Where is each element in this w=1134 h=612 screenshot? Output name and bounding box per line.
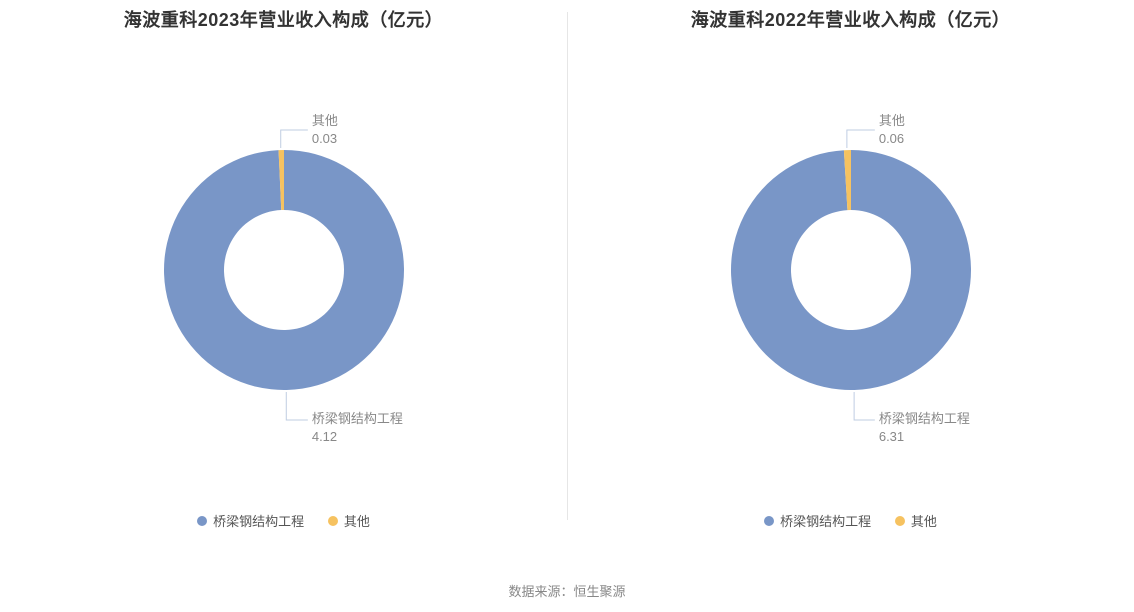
legend-item-2022-main: 桥梁钢结构工程 xyxy=(764,511,871,530)
legend-item-2023-other: 其他 xyxy=(328,511,370,530)
donut-svg-2023 xyxy=(134,120,434,420)
panel-2023: 海波重科2023年营业收入构成（亿元） 其他 0.03 桥梁钢结构工程 4.12 xyxy=(0,0,567,560)
legend-label-2023-other: 其他 xyxy=(344,511,370,530)
panels-row: 海波重科2023年营业收入构成（亿元） 其他 0.03 桥梁钢结构工程 4.12 xyxy=(0,0,1134,560)
chart-title-2023: 海波重科2023年营业收入构成（亿元） xyxy=(0,0,567,32)
legend-item-2022-other: 其他 xyxy=(895,511,937,530)
donut-2022 xyxy=(701,120,1001,420)
legend-dot-2023-main xyxy=(197,516,207,526)
slice-label-2023-main-name: 桥梁钢结构工程 xyxy=(312,410,403,428)
slice-label-2023-main-value: 4.12 xyxy=(312,428,403,446)
donut-2023 xyxy=(134,120,434,420)
slice-label-2023-main: 桥梁钢结构工程 4.12 xyxy=(312,410,403,446)
data-source-footer: 数据来源：恒生聚源 xyxy=(0,581,1134,600)
legend-item-2023-main: 桥梁钢结构工程 xyxy=(197,511,304,530)
slice-label-2022-main: 桥梁钢结构工程 6.31 xyxy=(879,410,970,446)
slice-label-2022-main-value: 6.31 xyxy=(879,428,970,446)
panel-divider xyxy=(567,12,568,520)
chart-container: 海波重科2023年营业收入构成（亿元） 其他 0.03 桥梁钢结构工程 4.12 xyxy=(0,0,1134,612)
legend-2022: 桥梁钢结构工程 其他 xyxy=(567,511,1134,530)
chart-title-2022: 海波重科2022年营业收入构成（亿元） xyxy=(567,0,1134,32)
legend-label-2023-main: 桥梁钢结构工程 xyxy=(213,511,304,530)
slice-label-2022-main-name: 桥梁钢结构工程 xyxy=(879,410,970,428)
donut-svg-2022 xyxy=(701,120,1001,420)
legend-label-2022-other: 其他 xyxy=(911,511,937,530)
legend-2023: 桥梁钢结构工程 其他 xyxy=(0,511,567,530)
legend-dot-2022-main xyxy=(764,516,774,526)
legend-dot-2022-other xyxy=(895,516,905,526)
legend-dot-2023-other xyxy=(328,516,338,526)
panel-2022: 海波重科2022年营业收入构成（亿元） 其他 0.06 桥梁钢结构工程 6.31… xyxy=(567,0,1134,560)
legend-label-2022-main: 桥梁钢结构工程 xyxy=(780,511,871,530)
